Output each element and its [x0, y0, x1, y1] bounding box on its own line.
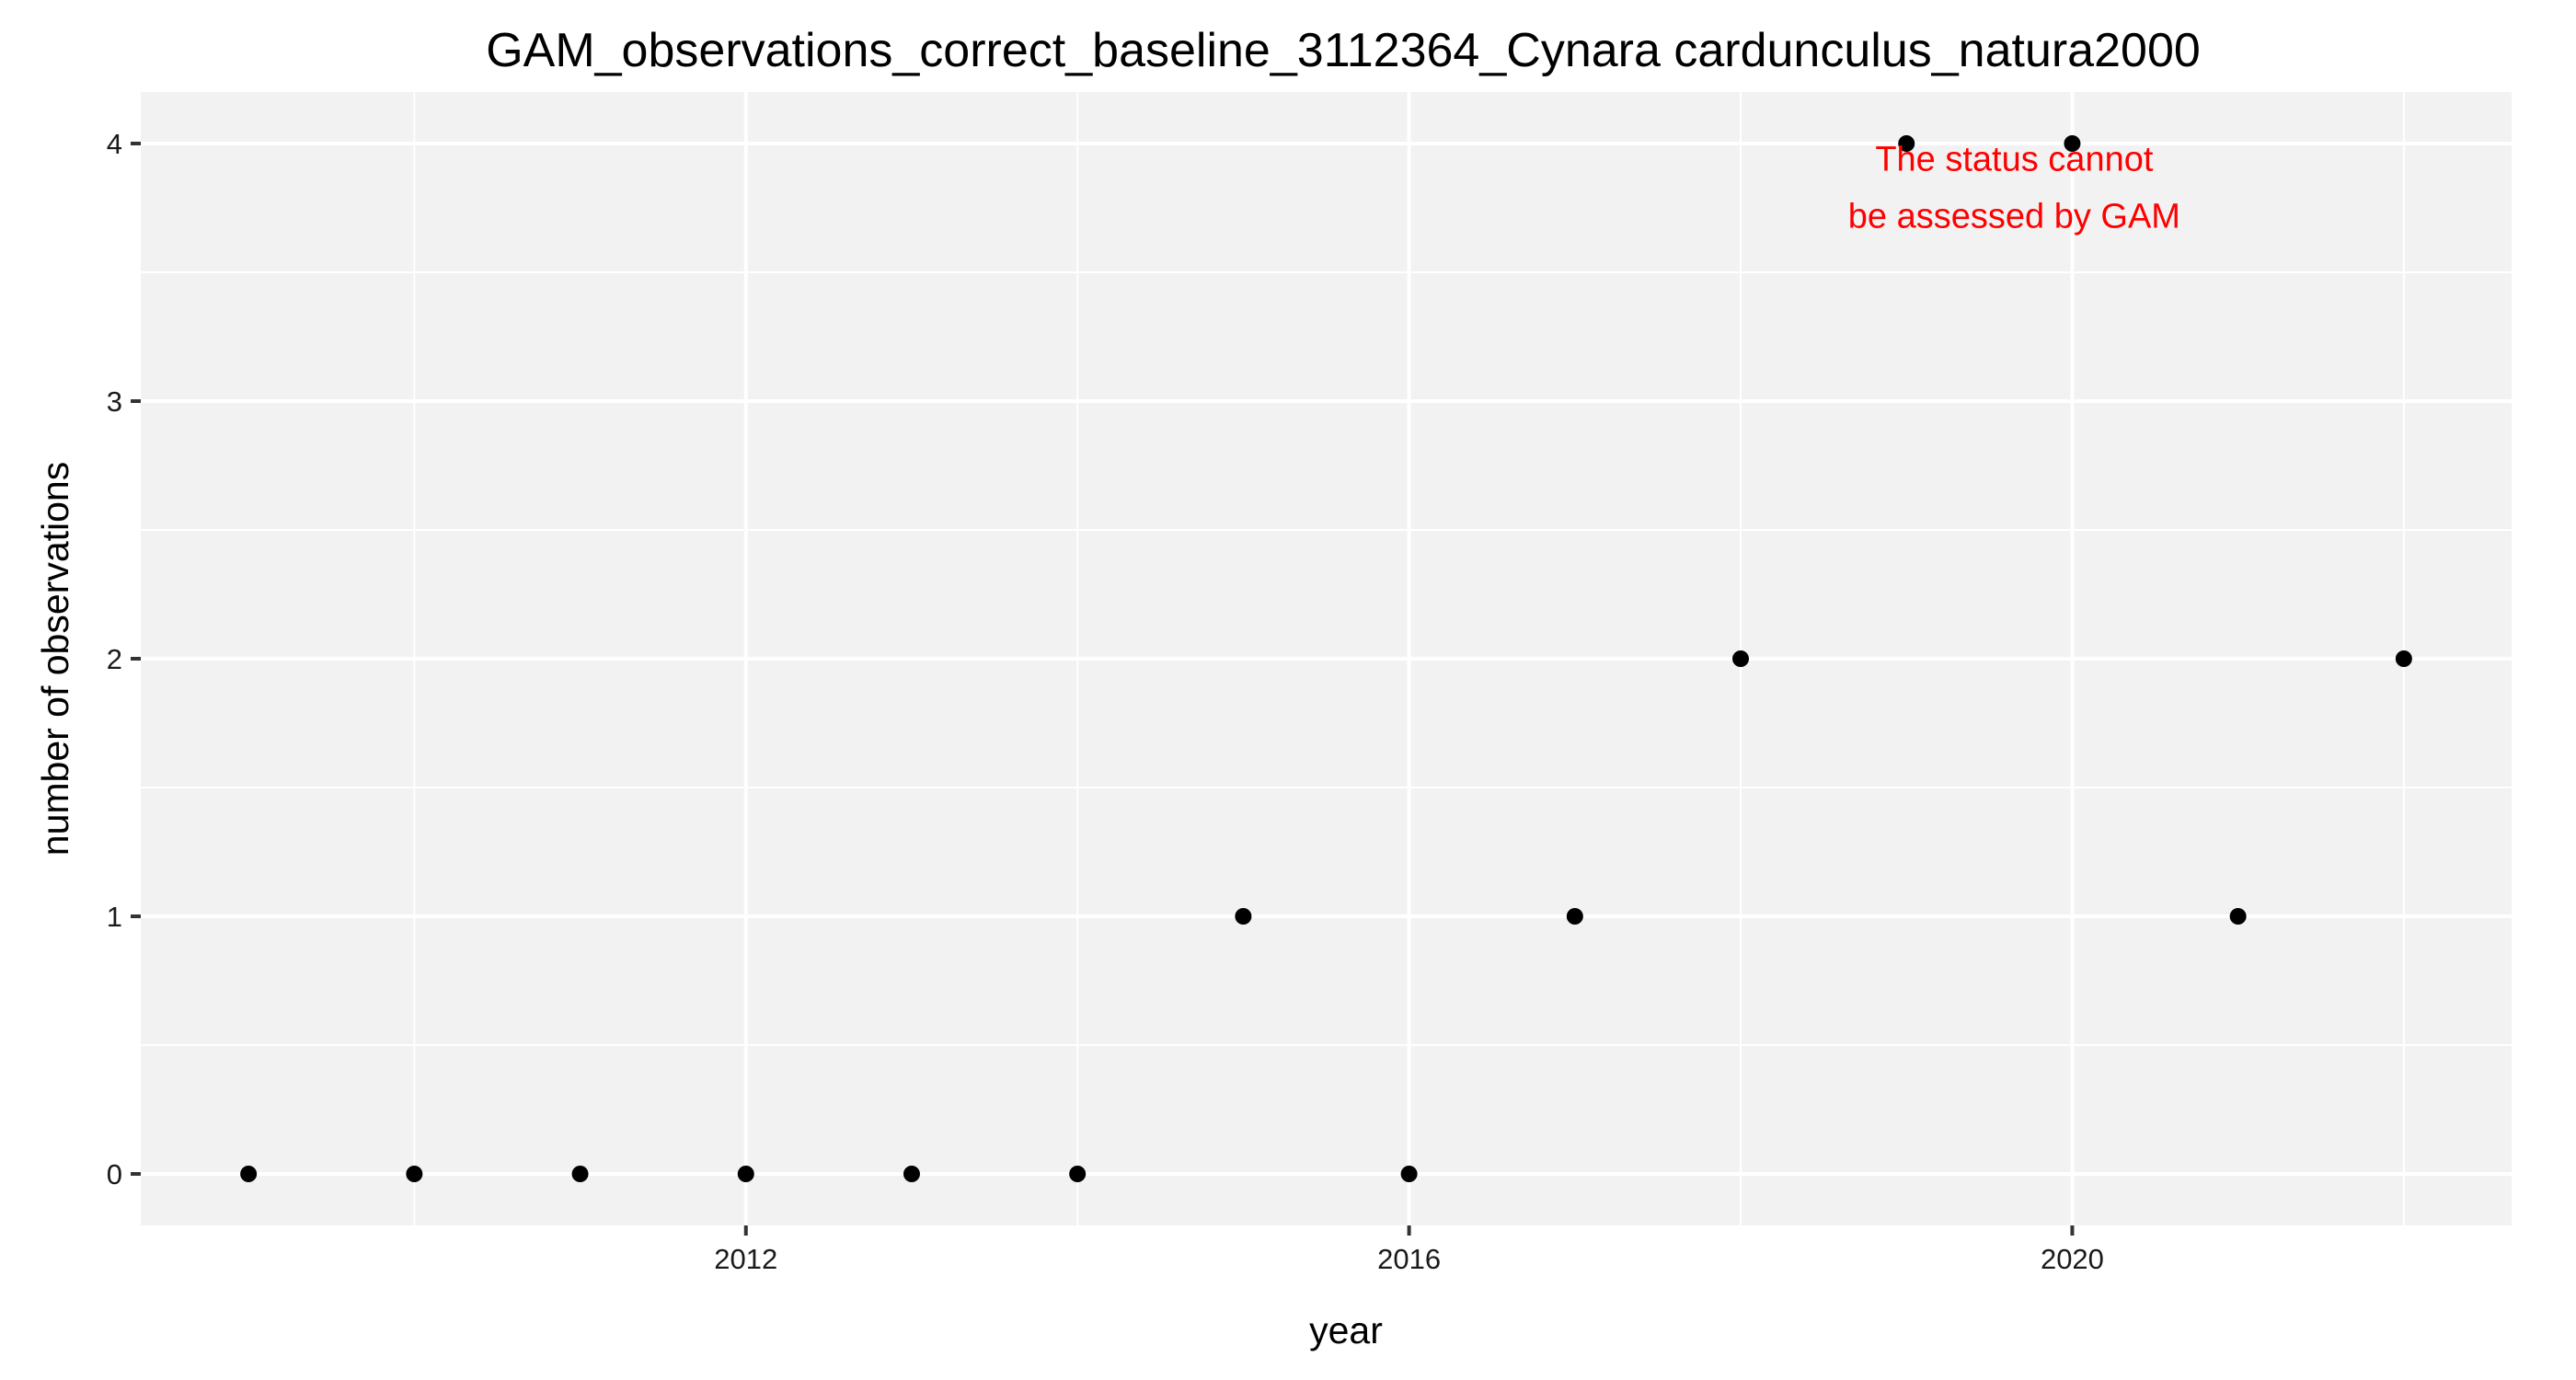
x-tick-label: 2016	[1377, 1243, 1441, 1275]
annotation-line: be assessed by GAM	[1848, 198, 2180, 236]
y-tick-label: 0	[107, 1158, 122, 1190]
y-tick-label: 1	[107, 901, 122, 933]
data-point	[1400, 1166, 1418, 1182]
data-point	[1566, 908, 1583, 925]
major-gridlines	[141, 92, 2512, 1225]
data-point	[571, 1166, 589, 1182]
data-point	[1898, 135, 1915, 152]
y-tick-label: 3	[107, 385, 122, 418]
x-tick-label: 2020	[2041, 1243, 2104, 1275]
y-axis-label: number of observations	[34, 462, 76, 856]
data-point	[1732, 650, 1750, 667]
data-point	[737, 1166, 754, 1182]
x-tick-label: 2012	[714, 1243, 777, 1275]
data-point	[903, 1166, 920, 1182]
chart-title: GAM_observations_correct_baseline_311236…	[486, 24, 2201, 77]
data-point	[1069, 1166, 1087, 1182]
data-point	[2064, 135, 2081, 152]
data-point	[2395, 650, 2412, 667]
annotation-text: The status cannot be assessed by GAM	[1848, 141, 2180, 236]
data-point	[406, 1166, 423, 1182]
y-tick-label: 2	[107, 643, 122, 675]
x-axis: 2012 2016 2020	[714, 1225, 2104, 1275]
y-axis: 0 1 2 3 4	[107, 128, 141, 1190]
y-tick-label: 4	[107, 128, 122, 160]
minor-gridlines	[141, 92, 2512, 1225]
annotation-line: The status cannot	[1875, 141, 2154, 179]
x-axis-label: year	[1309, 1309, 1383, 1351]
data-point	[2229, 908, 2247, 925]
data-point	[240, 1166, 258, 1182]
data-point	[1235, 908, 1252, 925]
data-points	[240, 135, 2412, 1182]
